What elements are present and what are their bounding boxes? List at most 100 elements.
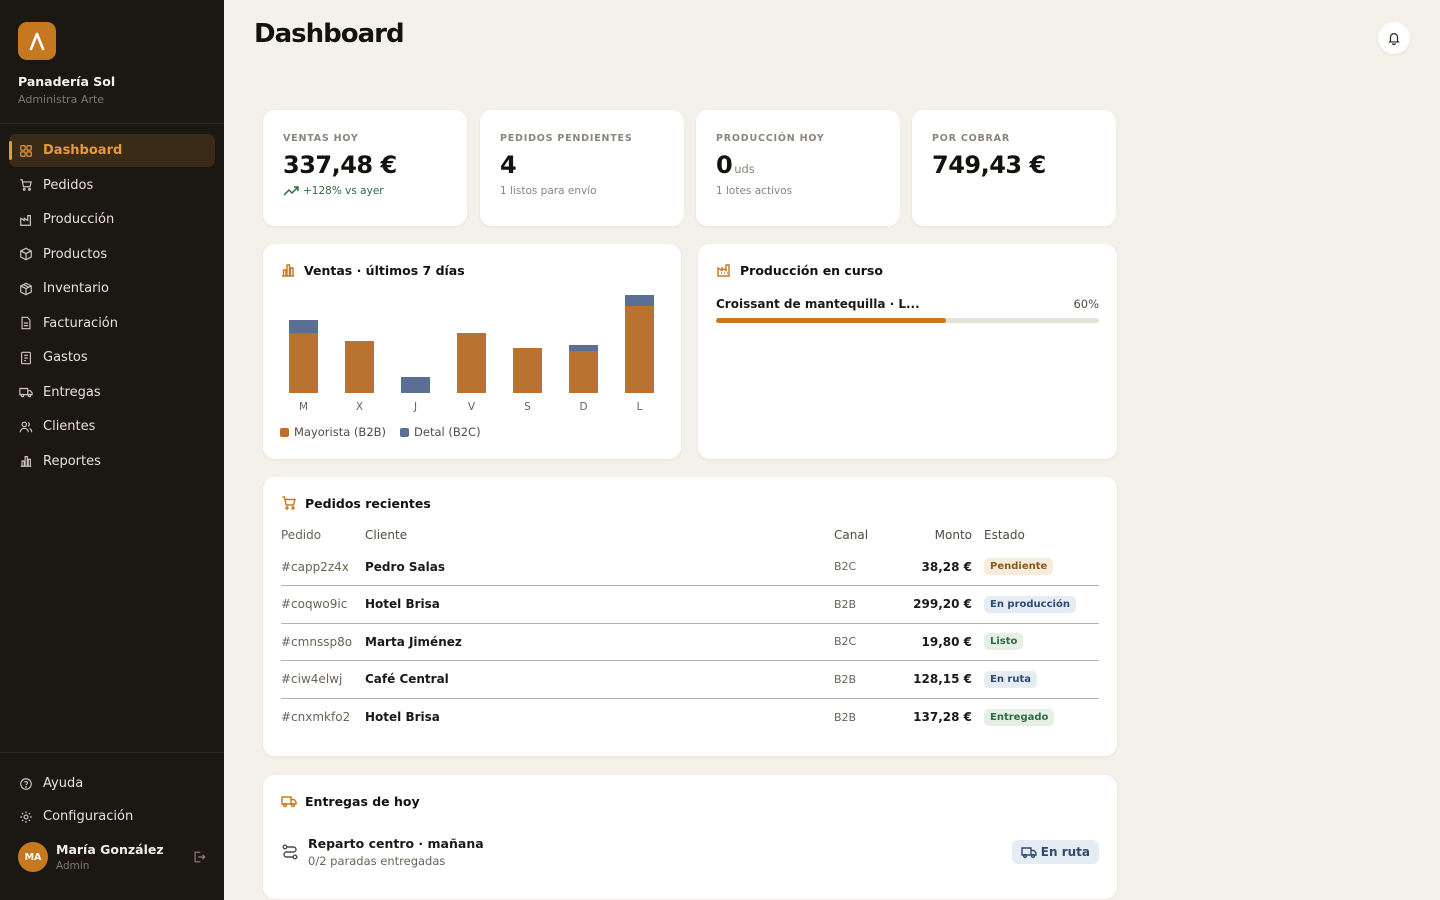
order-id[interactable]: #cmnssp8o xyxy=(281,623,365,661)
nav-label: Reportes xyxy=(43,453,101,469)
trending-up-icon xyxy=(283,186,299,196)
card-title-text: Entregas de hoy xyxy=(305,794,420,809)
nav-label: Inventario xyxy=(43,281,109,296)
cart-icon xyxy=(281,495,298,512)
table-row[interactable]: #capp2z4x Pedro Salas B2C 38,28 € Pendiente xyxy=(281,548,1099,586)
sidebar: Panadería Sol Administra Arte Dashboard … xyxy=(0,0,224,900)
status-badge: Entregado xyxy=(984,708,1055,726)
table-row[interactable]: #cnxmkfo2 Hotel Brisa B2B 137,28 € Entregado xyxy=(281,698,1099,736)
kpi-value: 337,48 € xyxy=(283,151,397,179)
delivery-status-badge[interactable]: En ruta xyxy=(1011,840,1099,864)
bar-M-series-1[interactable] xyxy=(289,320,318,333)
users-icon xyxy=(18,419,34,435)
logo-mark-icon xyxy=(29,32,45,51)
order-status-cell: Pendiente xyxy=(972,548,1099,586)
brand: Panadería Sol Administra Arte xyxy=(0,0,224,124)
order-amount: 19,80 € xyxy=(894,623,972,661)
nav-label: Configuración xyxy=(43,809,134,824)
table-row[interactable]: #coqwo9ic Hotel Brisa B2B 299,20 € En produc… xyxy=(281,585,1099,624)
order-channel: B2C xyxy=(834,548,894,586)
kpi-value-wrap: 0 uds xyxy=(716,151,880,179)
table-row[interactable]: #ciw4elwj Café Central B2B 128,15 € En ruta xyxy=(281,660,1099,699)
bar-S-series-0[interactable] xyxy=(513,348,542,393)
nav-item-gastos[interactable]: Gastos xyxy=(9,341,215,374)
logout-icon[interactable] xyxy=(192,850,206,864)
box-icon xyxy=(18,246,34,262)
bar-D-series-1[interactable] xyxy=(569,345,598,351)
legend-swatch xyxy=(400,427,410,437)
orders-table: Pedido Cliente Canal Monto Estado #capp2… xyxy=(281,526,1099,736)
kpi-card-produccion-hoy: PRODUCCIÓN HOY 0 uds 1 lotes activos xyxy=(696,110,900,226)
order-id[interactable]: #ciw4elwj xyxy=(281,660,365,699)
sales-chart-title: Ventas · últimos 7 días xyxy=(280,262,664,279)
notifications-button[interactable] xyxy=(1378,22,1410,54)
order-amount: 38,28 € xyxy=(894,548,972,586)
bell-icon xyxy=(1388,33,1400,45)
nav-item-reportes[interactable]: Reportes xyxy=(9,445,215,478)
grid-icon xyxy=(18,143,34,159)
order-amount: 128,15 € xyxy=(894,660,972,699)
bar-chart-icon xyxy=(18,453,34,469)
kpi-trend: +128% vs ayer xyxy=(283,185,447,197)
nav-item-entregas[interactable]: Entregas xyxy=(9,376,215,409)
bar-L-series-1[interactable] xyxy=(625,295,654,306)
card-title-text: Ventas · últimos 7 días xyxy=(304,263,465,278)
nav-item-ayuda[interactable]: Ayuda xyxy=(9,767,215,800)
kpi-label: VENTAS HOY xyxy=(283,133,359,144)
kpi-sub: 1 listos para envío xyxy=(500,185,597,197)
bar-M-series-0[interactable] xyxy=(289,333,318,393)
legend-item-b2c: Detal (B2C) xyxy=(400,425,481,439)
kpi-card-por-cobrar: POR COBRAR 749,43 € xyxy=(912,110,1116,226)
column-header-estado: Estado xyxy=(984,528,1025,542)
nav-item-pedidos[interactable]: Pedidos xyxy=(9,169,215,202)
delivery-status: En ruta xyxy=(1040,845,1090,859)
brand-logo[interactable] xyxy=(18,22,56,60)
recent-orders-card: Pedidos recientes Pedido Cliente Canal M… xyxy=(263,477,1117,756)
table-row[interactable]: #cmnssp8o Marta Jiménez B2C 19,80 € Listo xyxy=(281,623,1099,661)
orders-title: Pedidos recientes xyxy=(281,495,1099,512)
order-client: Hotel Brisa xyxy=(365,585,834,624)
order-id[interactable]: #cnxmkfo2 xyxy=(281,710,351,724)
bar-X-series-0[interactable] xyxy=(345,341,374,393)
x-tick-label: L xyxy=(637,401,643,413)
sidebar-footer: Ayuda Configuración MA María González Ad… xyxy=(0,752,224,900)
nav-label: Dashboard xyxy=(43,143,123,158)
nav-label: Facturación xyxy=(43,315,118,331)
nav-item-productos[interactable]: Productos xyxy=(9,238,215,271)
nav-item-inventario[interactable]: Inventario xyxy=(9,272,215,305)
bar-V-series-0[interactable] xyxy=(457,333,486,393)
production-title: Producción en curso xyxy=(716,262,1099,279)
x-tick-label: D xyxy=(579,401,587,413)
x-tick-label: J xyxy=(413,401,417,413)
x-tick-label: S xyxy=(524,401,531,413)
order-channel: B2B xyxy=(834,660,894,699)
delivery-item[interactable]: Reparto centro · mañana 0/2 paradas entr… xyxy=(281,836,1099,868)
nav-label: Productos xyxy=(43,246,108,262)
nav-item-facturacion[interactable]: Facturación xyxy=(9,307,215,340)
order-channel: B2C xyxy=(834,623,894,661)
nav-label: Ayuda xyxy=(43,776,84,791)
order-id[interactable]: #coqwo9ic xyxy=(281,585,365,624)
production-item[interactable]: Croissant de mantequilla · L... 60% xyxy=(716,297,1099,311)
bar-L-series-0[interactable] xyxy=(625,306,654,393)
bar-J-series-1[interactable] xyxy=(401,377,430,393)
delivery-name: Reparto centro · mañana xyxy=(308,836,484,851)
status-badge: En producción xyxy=(984,595,1076,613)
nav-item-dashboard[interactable]: Dashboard xyxy=(9,134,215,167)
user-profile[interactable]: MA María González Admin xyxy=(18,841,206,873)
receipt-icon xyxy=(18,350,34,366)
cart-icon xyxy=(18,177,34,193)
bar-D-series-0[interactable] xyxy=(569,351,598,393)
nav-item-configuracion[interactable]: Configuración xyxy=(9,800,215,833)
delivery-sub: 0/2 paradas entregadas xyxy=(308,854,446,868)
order-id[interactable]: #capp2z4x xyxy=(281,548,365,586)
column-header-canal: Canal xyxy=(834,528,869,542)
order-channel: B2B xyxy=(834,710,857,724)
nav-item-produccion[interactable]: Producción xyxy=(9,203,215,236)
nav-item-clientes[interactable]: Clientes xyxy=(9,410,215,443)
truck-icon xyxy=(281,793,298,810)
delivery-info: Reparto centro · mañana 0/2 paradas entr… xyxy=(308,836,484,868)
legend-item-b2b: Mayorista (B2B) xyxy=(280,425,386,439)
kpi-unit: uds xyxy=(734,162,755,176)
